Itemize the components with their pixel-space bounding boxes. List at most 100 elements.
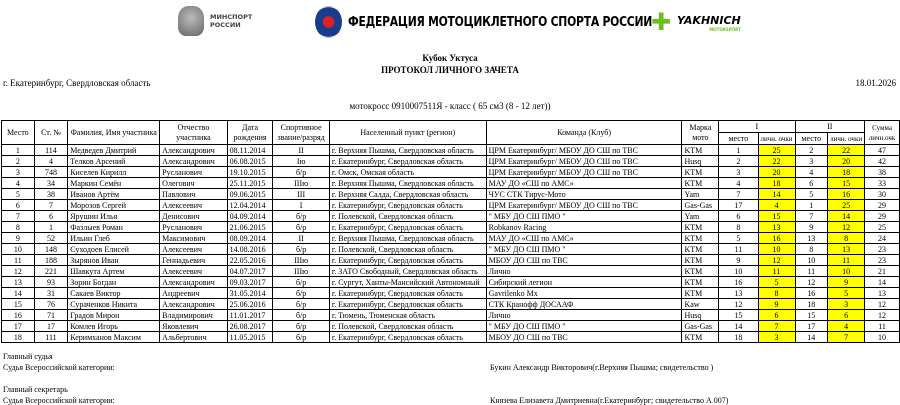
cell-race-2-points: 18 — [827, 166, 866, 178]
cell-name: Шавкута Артем — [67, 265, 161, 277]
cell-locality: г. Полевской, Свердловская область — [328, 243, 487, 255]
cell-race-1-points: 11 — [757, 265, 796, 277]
cell-race-1-place: 15 — [718, 309, 759, 321]
secretary-category: Судья Всероссийской категории: — [3, 396, 115, 405]
cell-rank: б/р — [272, 331, 330, 343]
cell-locality: г. Верхняя Пышма, Свердловская область — [328, 232, 487, 244]
col-total: Сумма личн.очк — [864, 120, 900, 145]
sponsor-logo: ✚ YAKHNICH MOTORSPORT — [651, 8, 741, 38]
cell-race-1-place: 11 — [718, 243, 759, 255]
cell-place: 11 — [1, 254, 35, 266]
table-row: 17 17 Комлев Игорь Яковлевич 26.08.2017 б/р г.… — [1, 320, 900, 332]
cell-total: 47 — [864, 144, 900, 156]
cell-team: МАУ ДО «СШ по АМС» — [485, 232, 683, 244]
table-row: 18 111 Керимханов Максим Альбертович 11.05.2… — [1, 331, 900, 343]
cell-team: СТК Кранофф ДОСААФ — [485, 298, 683, 310]
cell-bike: Yam — [681, 188, 720, 200]
cell-total: 23 — [864, 254, 900, 266]
table-row: 7 6 Ярушин Илья Денисович 04.09.2014 б/р г. По… — [1, 210, 900, 222]
cell-name: Сураченков Никита — [67, 298, 161, 310]
cell-race-1-place: 17 — [718, 199, 759, 211]
cell-race-2-points: 22 — [827, 144, 866, 156]
cell-race-1-place: 9 — [718, 254, 759, 266]
results-body: 1 114 Медведев Дмитрий Александрович 08.11.2… — [1, 144, 900, 343]
cell-start-number: 34 — [33, 177, 69, 189]
cell-race-1-place: 1 — [718, 144, 759, 156]
cell-birthdate: 26.08.2017 — [226, 320, 274, 332]
cell-race-1-place: 8 — [718, 221, 759, 233]
cell-race-1-points: 12 — [757, 254, 796, 266]
cell-total: 42 — [864, 155, 900, 167]
col-race-2-place: место — [794, 132, 829, 145]
col-birthdate: Дата рождения — [226, 120, 274, 145]
cell-team: Лично — [485, 309, 683, 321]
cell-race-2-points: 13 — [827, 243, 866, 255]
cell-bike: KTM — [681, 243, 720, 255]
cell-team: " МБУ ДО СШ ПМО " — [485, 320, 683, 332]
cell-team: МАУ ДО «СШ по АМС» — [485, 177, 683, 189]
cell-team: Сибирский легион — [485, 276, 683, 288]
cell-birthdate: 09.06.2015 — [226, 188, 274, 200]
cell-race-1-place: 2 — [718, 155, 759, 167]
cell-locality: г. Екатеринбург, Свердловская область — [328, 199, 487, 211]
cell-team: " МБУ ДО СШ ПМО " — [485, 210, 683, 222]
cell-place: 17 — [1, 320, 35, 332]
minsport-text: МИНСПОРТ РОССИИ — [210, 13, 253, 29]
cell-birthdate: 21.06.2015 — [226, 221, 274, 233]
judge-category: Судья Всероссийской категории: — [3, 363, 115, 372]
table-row: 3 748 Киселев Кирилл Русланович 19.10.2015 б/… — [1, 166, 900, 178]
cell-birthdate: 31.05.2014 — [226, 287, 274, 299]
table-row: 13 93 Зорин Богдан Александрович 09.03.2017 б… — [1, 276, 900, 288]
cell-race-1-place: 10 — [718, 265, 759, 277]
cell-race-1-points: 14 — [757, 188, 796, 200]
cell-rank: б/р — [272, 276, 330, 288]
cell-place: 5 — [1, 188, 35, 200]
cell-locality: г. Екатеринбург, Свердловская область — [328, 298, 487, 310]
cell-race-2-place: 2 — [794, 144, 829, 156]
cell-name: Керимханов Максим — [67, 331, 161, 343]
cell-total: 30 — [864, 188, 900, 200]
cell-place: 8 — [1, 221, 35, 233]
cell-name: Суходоев Елисей — [67, 243, 161, 255]
cell-locality: г. Полевской, Свердловская область — [328, 210, 487, 222]
secretary-name: Князева Елизавета Дмитриевна(г.Екатеринб… — [490, 396, 729, 405]
secretary-title: Главный секретарь — [3, 385, 68, 394]
federation-logo: ФЕДЕРАЦИЯ МОТОЦИКЛЕТНОГО СПОРТА РОССИИ — [315, 6, 728, 38]
col-patronymic: Отчество участника — [159, 120, 228, 145]
cell-total: 23 — [864, 243, 900, 255]
cell-name: Маркин Семён — [67, 177, 161, 189]
cell-race-1-place: 6 — [718, 210, 759, 222]
table-row: 1 114 Медведев Дмитрий Александрович 08.11.2… — [1, 144, 900, 156]
cell-race-1-points: 3 — [757, 331, 796, 343]
cell-start-number: 38 — [33, 188, 69, 200]
cell-patronymic: Олегович — [159, 177, 228, 189]
cell-race-2-place: 10 — [794, 254, 829, 266]
cell-race-2-place: 9 — [794, 221, 829, 233]
cell-locality: г. Омск, Омская область — [328, 166, 487, 178]
cell-total: 10 — [864, 331, 900, 343]
cell-race-2-place: 8 — [794, 243, 829, 255]
cell-total: 29 — [864, 199, 900, 211]
cell-race-2-place: 17 — [794, 320, 829, 332]
cell-team: ЧУС СТК Тирус-Мото — [485, 188, 683, 200]
cell-bike: KTM — [681, 265, 720, 277]
cell-patronymic: Алексеевич — [159, 265, 228, 277]
cell-place: 18 — [1, 331, 35, 343]
cell-race-1-place: 12 — [718, 298, 759, 310]
cell-patronymic: Александрович — [159, 144, 228, 156]
cell-total: 21 — [864, 265, 900, 277]
cell-race-2-points: 7 — [827, 331, 866, 343]
sponsor-name: YAKHNICH — [677, 14, 741, 27]
cell-race-2-place: 1 — [794, 199, 829, 211]
col-race-2-points: личн. очки — [827, 132, 866, 145]
cell-race-2-points: 20 — [827, 155, 866, 167]
cell-bike: KTM — [681, 221, 720, 233]
cell-rank: б/р — [272, 166, 330, 178]
cell-birthdate: 22.05.2016 — [226, 254, 274, 266]
cell-birthdate: 19.10.2015 — [226, 166, 274, 178]
cell-race-1-place: 4 — [718, 177, 759, 189]
cell-bike: Kaw — [681, 298, 720, 310]
cell-start-number: 71 — [33, 309, 69, 321]
cell-place: 15 — [1, 298, 35, 310]
cell-race-1-points: 7 — [757, 320, 796, 332]
